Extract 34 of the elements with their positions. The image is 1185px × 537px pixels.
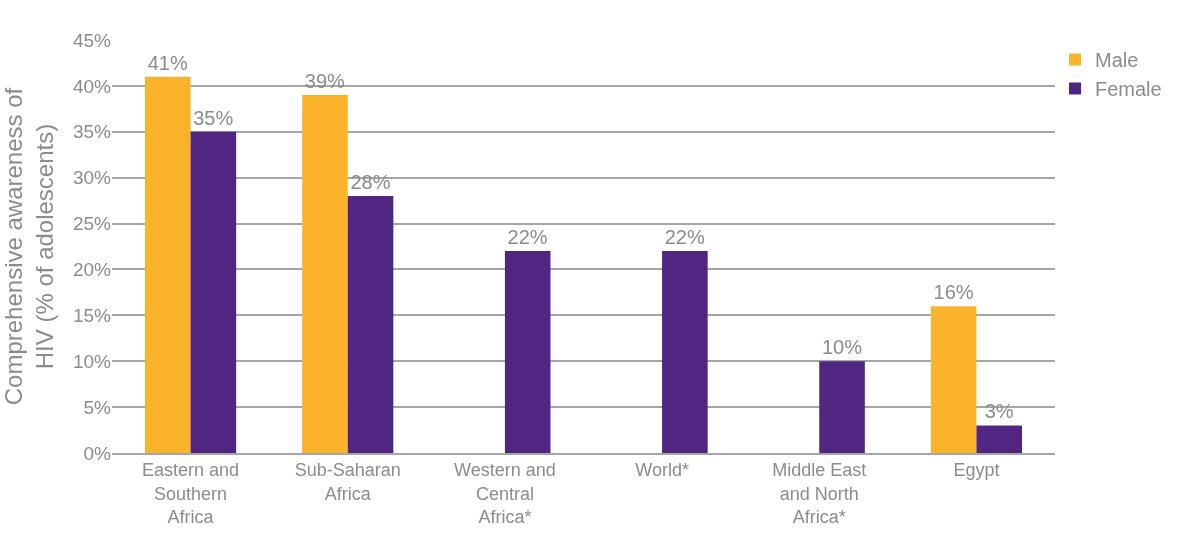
- y-tick-label: 40%: [72, 75, 112, 97]
- y-tick-label: 10%: [72, 350, 112, 372]
- y-tick-label: 5%: [83, 396, 112, 418]
- bar: [302, 95, 348, 453]
- y-tick-label: 20%: [72, 259, 112, 281]
- y-tick-label: 35%: [72, 121, 112, 143]
- legend-label: Male: [1095, 49, 1139, 72]
- bar: [347, 196, 394, 453]
- y-tick-label: 30%: [72, 167, 112, 189]
- bar: [190, 131, 237, 453]
- y-tick-label: 15%: [72, 304, 112, 326]
- y-axis-title: Comprehensive awareness of HIV (% of adolescents): [0, 87, 59, 406]
- bar: [145, 76, 191, 453]
- x-tick-label: Eastern and Southern Africa: [142, 460, 240, 528]
- data-label: 16%: [933, 281, 974, 304]
- data-label: 10%: [821, 336, 863, 359]
- bar: [819, 361, 865, 453]
- y-tick-label: 25%: [72, 213, 112, 235]
- data-label: 22%: [664, 226, 705, 249]
- y-tick-label: 45%: [72, 29, 112, 51]
- bar: [930, 306, 977, 453]
- x-tick-label: Western and Central Africa*: [454, 460, 556, 528]
- bar: [504, 251, 551, 453]
- y-tick-label: 0%: [83, 442, 112, 464]
- x-tick-label: Egypt: [953, 460, 1000, 481]
- bar: [976, 425, 1022, 453]
- x-tick-label: World*: [635, 460, 689, 481]
- data-label: 35%: [193, 106, 234, 129]
- x-tick-label: Sub-Saharan Africa: [294, 460, 401, 504]
- data-label: 22%: [507, 226, 548, 249]
- data-label: 41%: [147, 51, 188, 74]
- legend-label: Female: [1095, 78, 1162, 101]
- x-tick-label: Middle East and North Africa*: [772, 460, 867, 528]
- bar: [662, 251, 708, 453]
